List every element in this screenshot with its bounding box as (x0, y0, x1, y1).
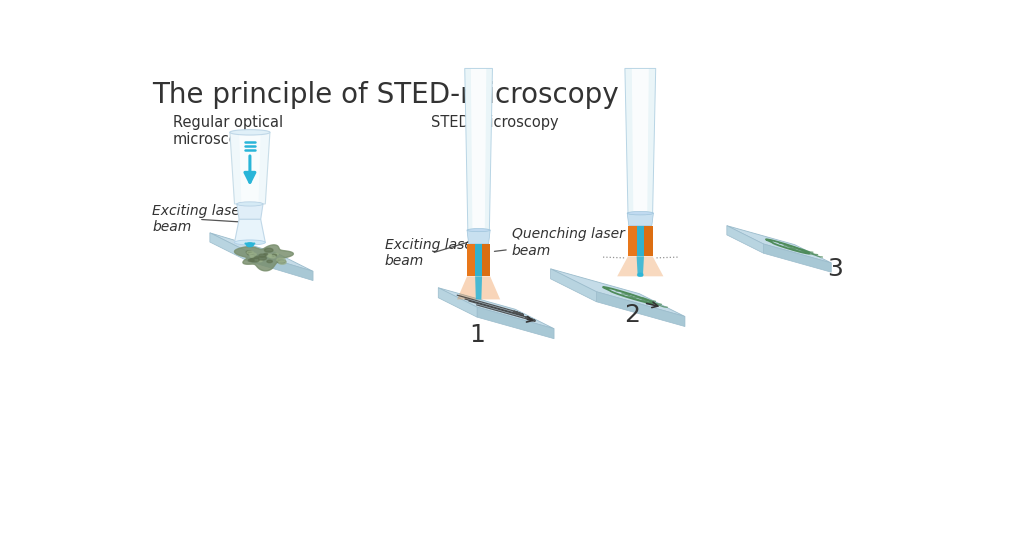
Ellipse shape (250, 256, 254, 257)
Ellipse shape (246, 251, 252, 253)
Polygon shape (637, 225, 644, 256)
Polygon shape (477, 307, 554, 339)
Ellipse shape (257, 260, 262, 262)
Polygon shape (237, 204, 263, 219)
Polygon shape (637, 256, 644, 277)
Polygon shape (438, 288, 554, 329)
Text: 3: 3 (827, 257, 843, 280)
Polygon shape (727, 226, 831, 263)
Ellipse shape (274, 253, 279, 255)
Ellipse shape (267, 255, 272, 257)
Polygon shape (465, 68, 493, 230)
Polygon shape (617, 256, 664, 277)
Polygon shape (210, 233, 313, 271)
Ellipse shape (250, 258, 259, 262)
Ellipse shape (250, 253, 256, 256)
Text: 1: 1 (469, 323, 485, 347)
Ellipse shape (628, 212, 653, 215)
Text: STED-microscopy: STED-microscopy (431, 115, 558, 129)
Polygon shape (234, 219, 265, 242)
Polygon shape (596, 291, 685, 327)
Polygon shape (628, 213, 653, 225)
Ellipse shape (269, 256, 275, 258)
Text: Regular optical
microscope: Regular optical microscope (173, 115, 283, 147)
Text: The principle of STED-microscopy: The principle of STED-microscopy (153, 81, 618, 109)
Polygon shape (551, 269, 685, 316)
Text: Exciting laser
beam: Exciting laser beam (153, 204, 246, 234)
Polygon shape (467, 230, 490, 244)
Polygon shape (210, 233, 248, 261)
Text: Quenching laser
beam: Quenching laser beam (495, 228, 625, 257)
Ellipse shape (258, 256, 266, 260)
Ellipse shape (638, 273, 643, 277)
Ellipse shape (272, 254, 276, 256)
Ellipse shape (234, 240, 265, 245)
Polygon shape (551, 269, 596, 302)
Polygon shape (438, 288, 477, 317)
Ellipse shape (264, 249, 273, 252)
Ellipse shape (467, 229, 490, 231)
Ellipse shape (237, 202, 263, 206)
Ellipse shape (248, 259, 254, 262)
Polygon shape (628, 225, 652, 256)
Ellipse shape (276, 258, 286, 262)
Polygon shape (632, 68, 649, 213)
Polygon shape (234, 245, 293, 271)
Polygon shape (457, 277, 500, 299)
Polygon shape (245, 243, 255, 244)
Ellipse shape (259, 254, 266, 257)
Polygon shape (475, 244, 482, 277)
Polygon shape (480, 244, 490, 277)
Ellipse shape (267, 260, 272, 263)
Ellipse shape (247, 252, 253, 255)
Polygon shape (625, 68, 655, 213)
Ellipse shape (247, 243, 253, 247)
Polygon shape (727, 226, 764, 253)
Ellipse shape (230, 129, 270, 135)
Ellipse shape (278, 260, 286, 263)
Ellipse shape (247, 251, 253, 254)
Ellipse shape (264, 253, 267, 255)
Text: 2: 2 (625, 303, 641, 327)
Ellipse shape (253, 256, 258, 258)
Polygon shape (471, 68, 486, 230)
Ellipse shape (279, 261, 286, 264)
Polygon shape (230, 132, 270, 204)
Text: Exciting laser
beam: Exciting laser beam (385, 238, 478, 268)
Polygon shape (240, 132, 261, 204)
Ellipse shape (268, 254, 271, 256)
Polygon shape (642, 225, 652, 256)
Polygon shape (248, 252, 313, 280)
Polygon shape (467, 244, 490, 277)
Polygon shape (475, 277, 482, 299)
Polygon shape (764, 244, 831, 272)
